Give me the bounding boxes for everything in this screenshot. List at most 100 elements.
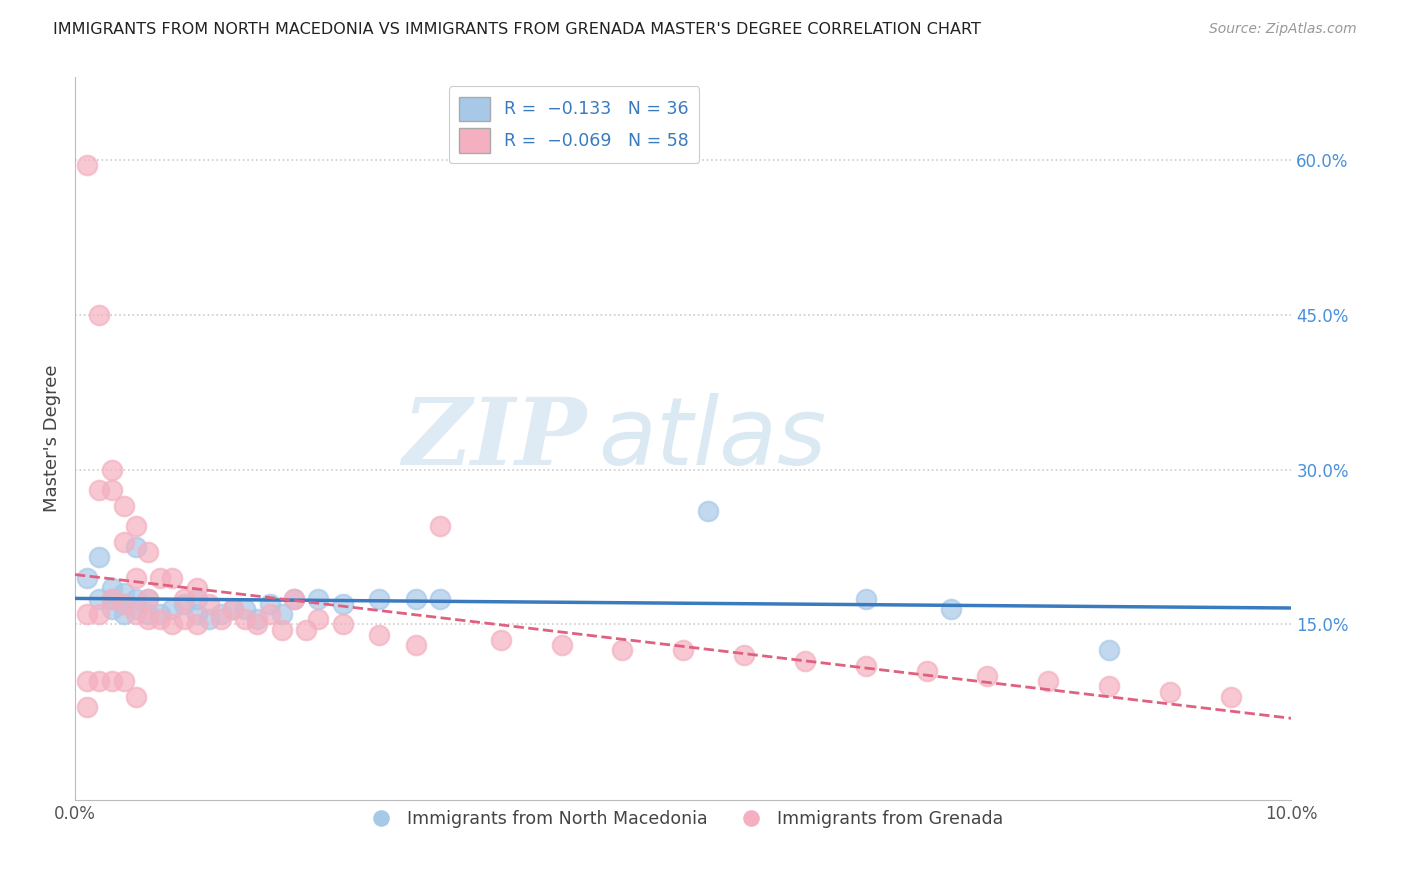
- Point: [186, 617, 208, 632]
- Point: [89, 591, 111, 606]
- Point: [125, 591, 148, 606]
- Point: [89, 607, 111, 621]
- Point: [209, 612, 232, 626]
- Point: [405, 591, 427, 606]
- Point: [368, 628, 391, 642]
- Text: IMMIGRANTS FROM NORTH MACEDONIA VS IMMIGRANTS FROM GRENADA MASTER'S DEGREE CORRE: IMMIGRANTS FROM NORTH MACEDONIA VS IMMIG…: [53, 22, 981, 37]
- Point: [405, 638, 427, 652]
- Point: [222, 602, 245, 616]
- Point: [100, 591, 122, 606]
- Point: [733, 648, 755, 663]
- Point: [100, 602, 122, 616]
- Point: [173, 591, 195, 606]
- Point: [209, 607, 232, 621]
- Point: [939, 602, 962, 616]
- Point: [112, 597, 135, 611]
- Point: [332, 617, 354, 632]
- Point: [149, 571, 172, 585]
- Point: [696, 504, 718, 518]
- Point: [76, 607, 98, 621]
- Point: [1098, 679, 1121, 693]
- Point: [173, 612, 195, 626]
- Point: [1098, 643, 1121, 657]
- Point: [162, 571, 184, 585]
- Point: [125, 607, 148, 621]
- Point: [233, 602, 256, 616]
- Point: [125, 571, 148, 585]
- Point: [89, 674, 111, 689]
- Point: [149, 612, 172, 626]
- Point: [259, 607, 281, 621]
- Point: [136, 591, 159, 606]
- Point: [855, 658, 877, 673]
- Point: [915, 664, 938, 678]
- Point: [76, 158, 98, 172]
- Point: [307, 591, 329, 606]
- Point: [793, 654, 815, 668]
- Point: [76, 674, 98, 689]
- Point: [100, 483, 122, 498]
- Point: [89, 483, 111, 498]
- Point: [136, 612, 159, 626]
- Point: [489, 632, 512, 647]
- Point: [246, 612, 269, 626]
- Point: [283, 591, 305, 606]
- Point: [162, 602, 184, 616]
- Point: [162, 617, 184, 632]
- Point: [198, 597, 221, 611]
- Point: [89, 550, 111, 565]
- Point: [368, 591, 391, 606]
- Point: [429, 591, 451, 606]
- Point: [672, 643, 695, 657]
- Point: [550, 638, 572, 652]
- Point: [186, 591, 208, 606]
- Point: [222, 602, 245, 616]
- Point: [112, 586, 135, 600]
- Point: [136, 607, 159, 621]
- Legend: Immigrants from North Macedonia, Immigrants from Grenada: Immigrants from North Macedonia, Immigra…: [357, 803, 1010, 835]
- Point: [186, 607, 208, 621]
- Point: [100, 582, 122, 596]
- Point: [976, 669, 998, 683]
- Point: [332, 597, 354, 611]
- Point: [307, 612, 329, 626]
- Point: [136, 591, 159, 606]
- Point: [1219, 690, 1241, 704]
- Point: [283, 591, 305, 606]
- Point: [112, 607, 135, 621]
- Point: [125, 540, 148, 554]
- Point: [429, 519, 451, 533]
- Point: [186, 582, 208, 596]
- Point: [125, 690, 148, 704]
- Point: [76, 700, 98, 714]
- Point: [76, 571, 98, 585]
- Point: [246, 617, 269, 632]
- Point: [136, 545, 159, 559]
- Point: [112, 597, 135, 611]
- Point: [149, 607, 172, 621]
- Point: [112, 674, 135, 689]
- Point: [100, 591, 122, 606]
- Point: [89, 308, 111, 322]
- Text: atlas: atlas: [598, 393, 827, 484]
- Text: Source: ZipAtlas.com: Source: ZipAtlas.com: [1209, 22, 1357, 37]
- Point: [270, 623, 292, 637]
- Point: [259, 597, 281, 611]
- Point: [173, 597, 195, 611]
- Point: [125, 602, 148, 616]
- Point: [1159, 684, 1181, 698]
- Point: [1036, 674, 1059, 689]
- Point: [100, 674, 122, 689]
- Point: [295, 623, 318, 637]
- Y-axis label: Master's Degree: Master's Degree: [44, 365, 60, 512]
- Point: [112, 499, 135, 513]
- Text: ZIP: ZIP: [402, 393, 586, 483]
- Point: [100, 462, 122, 476]
- Point: [270, 607, 292, 621]
- Point: [855, 591, 877, 606]
- Point: [112, 534, 135, 549]
- Point: [125, 519, 148, 533]
- Point: [198, 612, 221, 626]
- Point: [233, 612, 256, 626]
- Point: [612, 643, 634, 657]
